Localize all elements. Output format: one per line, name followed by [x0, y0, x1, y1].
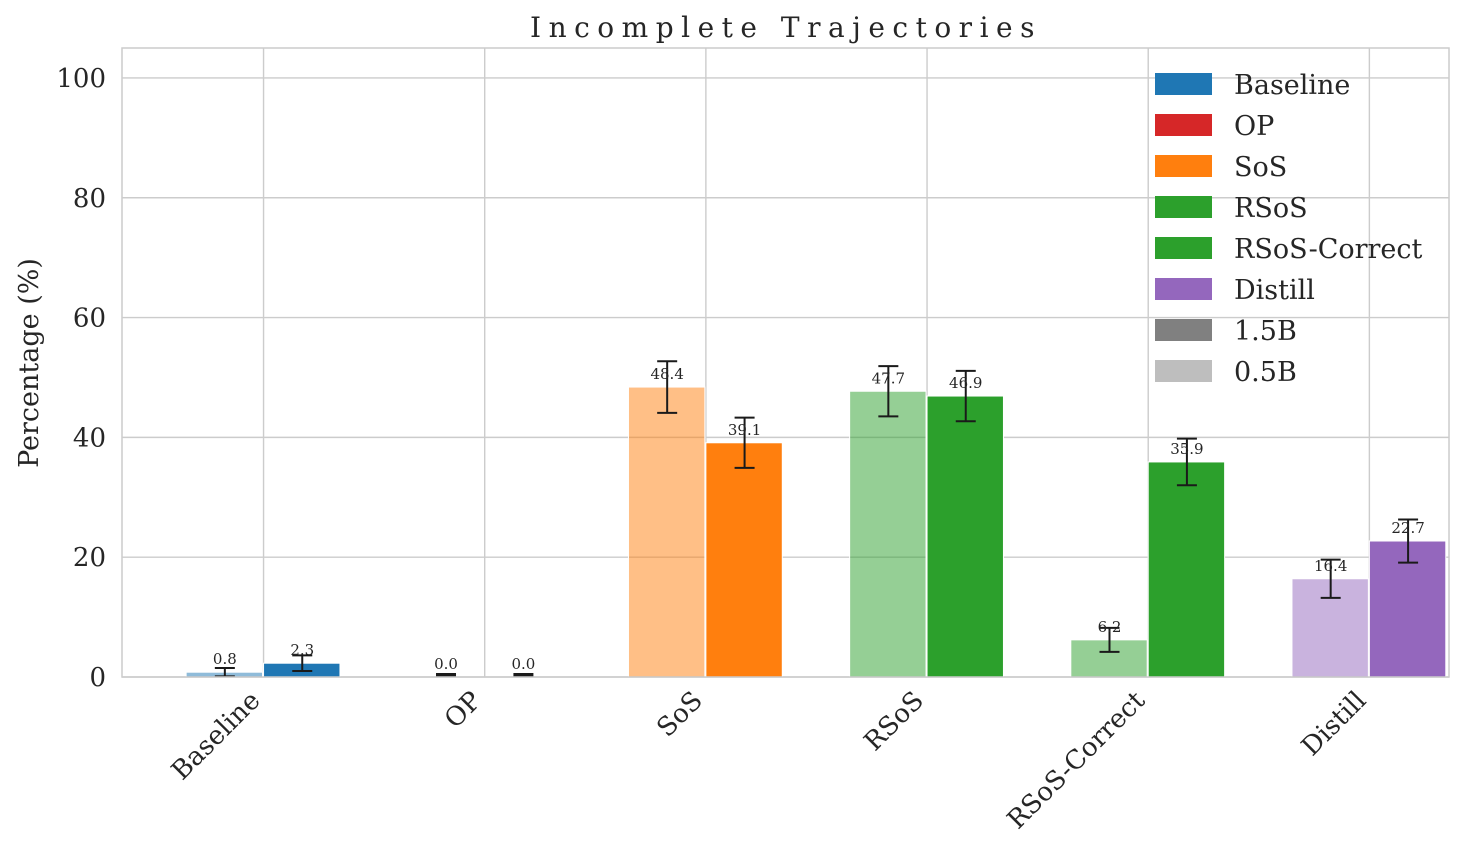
- x-tick-label: RSoS-Correct: [1002, 685, 1152, 835]
- bar-0-5B-rsos: [849, 390, 927, 678]
- legend: Baseline OP SoS RSoS RSoS-Correct Distill 1.5B…: [1155, 70, 1423, 388]
- data-label: 47.7: [872, 369, 905, 387]
- y-tick-label: 60: [73, 304, 106, 334]
- y-tick-label: 80: [73, 184, 106, 214]
- y-tick-labels: 0 20 40 60 80 100: [56, 64, 106, 693]
- legend-label: 1.5B: [1234, 316, 1297, 347]
- data-label: 22.7: [1391, 519, 1424, 537]
- x-tick-label: Distill: [1296, 686, 1372, 762]
- data-label: 39.1: [728, 421, 761, 439]
- y-tick-label: 0: [89, 663, 106, 693]
- data-label: 0.8: [213, 650, 237, 668]
- x-tick-label: SoS: [651, 686, 708, 743]
- data-label: 46.9: [949, 374, 982, 392]
- legend-swatch: [1155, 196, 1212, 218]
- legend-label: Distill: [1234, 275, 1315, 306]
- data-label: 0.0: [511, 655, 535, 673]
- data-label: 2.3: [290, 641, 314, 659]
- data-label: 35.9: [1170, 440, 1203, 458]
- legend-label: Baseline: [1234, 70, 1350, 101]
- data-label: 16.4: [1314, 557, 1347, 575]
- y-tick-label: 100: [56, 64, 106, 94]
- data-label: 48.4: [650, 365, 683, 383]
- bar-1-5B-rsos: [926, 395, 1004, 678]
- legend-label: OP: [1234, 111, 1274, 142]
- bars: [185, 386, 1447, 678]
- x-tick-label: OP: [439, 686, 488, 735]
- y-tick-label: 40: [73, 423, 106, 453]
- error-bars: [214, 360, 1419, 678]
- bar-1-5B-rsos-correct: [1147, 461, 1226, 678]
- x-tick-labels: Baseline OP SoS RSoS RSoS-Correct Distill: [166, 685, 1372, 835]
- bar-1-5B-sos: [705, 442, 783, 678]
- data-label: 0.0: [434, 655, 458, 673]
- legend-swatch: [1155, 155, 1212, 177]
- legend-label: SoS: [1234, 152, 1287, 183]
- data-label: 6.2: [1098, 618, 1122, 636]
- y-axis-label: Percentage (%): [14, 258, 45, 468]
- plot-frame: [121, 47, 1450, 678]
- y-tick-label: 20: [73, 543, 106, 573]
- chart-title: Incomplete Trajectories: [530, 11, 1042, 44]
- bar-1-5B-distill: [1368, 540, 1447, 678]
- legend-swatch: [1155, 114, 1212, 136]
- plot-background: [122, 48, 1449, 677]
- legend-swatch: [1155, 360, 1212, 382]
- legend-label: 0.5B: [1234, 357, 1297, 388]
- legend-label: RSoS: [1234, 193, 1308, 224]
- x-tick-label: Baseline: [166, 686, 266, 786]
- legend-swatch: [1155, 73, 1212, 95]
- x-tick-label: RSoS: [859, 686, 930, 757]
- legend-label: RSoS-Correct: [1234, 234, 1423, 265]
- legend-swatch: [1155, 237, 1212, 259]
- data-labels: 0.8 0.0 48.4 47.7 6.2 16.4 2.3 0.0 39.1 46.9 35.9 2…: [213, 365, 1425, 673]
- legend-swatch: [1155, 278, 1212, 300]
- bar-0-5B-sos: [627, 386, 706, 678]
- legend-swatch: [1155, 319, 1212, 341]
